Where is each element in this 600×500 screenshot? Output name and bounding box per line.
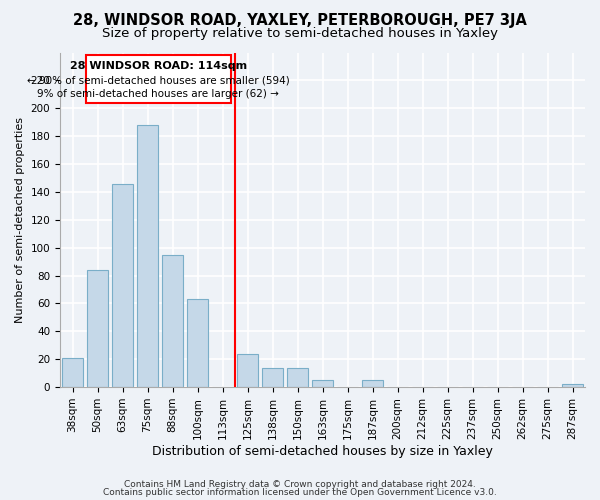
Text: Contains public sector information licensed under the Open Government Licence v3: Contains public sector information licen… (103, 488, 497, 497)
Bar (162, 254, 183, 387)
Bar (62, 358, 83, 387)
Text: 28, WINDSOR ROAD, YAXLEY, PETERBOROUGH, PE7 3JA: 28, WINDSOR ROAD, YAXLEY, PETERBOROUGH, … (73, 12, 527, 28)
Bar (362, 380, 383, 387)
Text: ← 90% of semi-detached houses are smaller (594): ← 90% of semi-detached houses are smalle… (27, 76, 290, 86)
Bar (187, 300, 208, 387)
Bar (262, 368, 283, 387)
Bar (562, 384, 583, 387)
Bar (287, 368, 308, 387)
Text: 9% of semi-detached houses are larger (62) →: 9% of semi-detached houses are larger (6… (37, 90, 280, 100)
X-axis label: Distribution of semi-detached houses by size in Yaxley: Distribution of semi-detached houses by … (152, 444, 493, 458)
Y-axis label: Number of semi-detached properties: Number of semi-detached properties (15, 117, 25, 323)
Text: Contains HM Land Registry data © Crown copyright and database right 2024.: Contains HM Land Registry data © Crown c… (124, 480, 476, 489)
Bar (87, 270, 108, 387)
Bar (112, 184, 133, 387)
FancyBboxPatch shape (86, 56, 230, 102)
Bar (137, 125, 158, 387)
Text: Size of property relative to semi-detached houses in Yaxley: Size of property relative to semi-detach… (102, 28, 498, 40)
Bar (312, 380, 333, 387)
Text: 28 WINDSOR ROAD: 114sqm: 28 WINDSOR ROAD: 114sqm (70, 62, 247, 72)
Bar (237, 354, 258, 387)
